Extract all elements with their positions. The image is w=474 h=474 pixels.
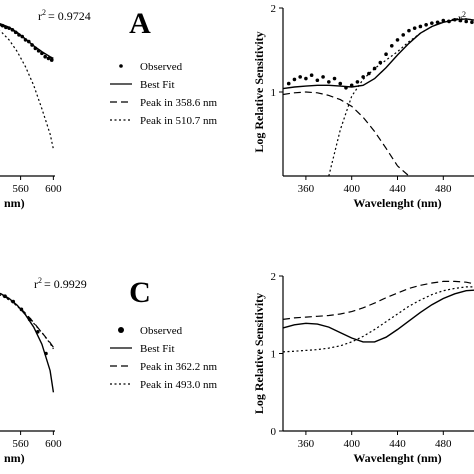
series-line-solid — [282, 18, 474, 90]
y-tick-label: 2 — [271, 3, 277, 15]
series-line-dashed — [282, 280, 474, 320]
x-axis-label: nm) — [4, 196, 25, 210]
x-axis-label: Wavelenght (nm) — [353, 451, 441, 465]
legend-entry: Peak in 493.0 nm — [140, 379, 217, 391]
legend-entry: Peak in 510.7 nm — [140, 115, 217, 127]
data-point — [332, 76, 337, 81]
data-point — [435, 20, 440, 25]
series-line-dashed — [282, 91, 410, 177]
x-tick-label: 480 — [435, 438, 452, 450]
x-tick-label: 480 — [435, 183, 452, 195]
series-line-dotted — [282, 286, 474, 353]
r-squared-symbol: r — [38, 9, 42, 23]
data-point — [430, 21, 434, 25]
data-point — [292, 77, 297, 82]
y-axis-label: Log Relative Sensitivity — [252, 31, 266, 152]
data-point — [304, 76, 308, 81]
series-line-dotted — [328, 18, 474, 177]
data-point — [309, 73, 314, 77]
data-point — [384, 52, 388, 56]
r-squared-annotation: r2 = 0.9724 — [38, 8, 91, 23]
y-tick-label: 1 — [271, 87, 277, 99]
panel-label: C — [129, 276, 151, 309]
legend-marker — [119, 64, 123, 68]
series-line-dashed — [0, 23, 54, 61]
legend-marker — [118, 327, 124, 333]
r-squared-annotation: r2 — [458, 10, 466, 25]
data-point — [395, 38, 400, 42]
r-squared-exponent: 2 — [38, 276, 42, 285]
legend-entry: Best Fit — [140, 79, 175, 91]
series-line-solid — [0, 292, 55, 393]
x-axis-label: Wavelenght (nm) — [353, 196, 441, 210]
data-point — [401, 33, 406, 37]
r-squared-annotation: r2 = 0.9929 — [34, 276, 87, 291]
data-point — [418, 24, 423, 29]
series-line-solid — [282, 289, 474, 343]
x-tick-label: 360 — [298, 438, 315, 450]
y-tick-label: 0 — [271, 426, 277, 438]
y-tick-label: 2 — [271, 271, 277, 283]
data-point — [407, 28, 411, 33]
r-squared-value: = 0.9929 — [44, 277, 87, 291]
x-tick-label: 400 — [343, 183, 360, 195]
data-point — [298, 75, 302, 79]
panel-4: 360400440480520012Wavelenght (nm)Log Rel… — [252, 271, 474, 465]
x-tick-label: 440 — [389, 183, 406, 195]
data-point — [286, 81, 291, 86]
data-point — [470, 20, 474, 25]
panel-2: 36040044048052012Wavelenght (nm)Log Rela… — [252, 3, 474, 210]
x-tick-label: 600 — [45, 438, 62, 450]
data-point — [424, 23, 428, 27]
data-point — [43, 54, 47, 59]
r-squared-symbol: r — [458, 11, 462, 25]
r-squared-exponent: 2 — [42, 8, 46, 17]
x-tick-label: 400 — [343, 438, 360, 450]
data-point — [464, 19, 469, 24]
data-point — [338, 81, 343, 86]
legend-entry: Observed — [140, 61, 183, 73]
legend-entry: Observed — [140, 325, 183, 337]
x-tick-label: 600 — [45, 183, 62, 195]
x-tick-label: 360 — [298, 183, 315, 195]
r-squared-value: = 0.9724 — [48, 9, 91, 23]
x-tick-label: 560 — [12, 438, 29, 450]
series-line-solid — [0, 22, 54, 60]
panel-label: A — [129, 7, 151, 40]
legend-entry: Best Fit — [140, 343, 175, 355]
x-axis-label: nm) — [4, 451, 25, 465]
r-squared-exponent: 2 — [462, 10, 466, 19]
data-point — [389, 44, 394, 48]
data-point — [327, 80, 331, 84]
legend-entry: Peak in 362.2 nm — [140, 361, 217, 373]
data-point — [321, 75, 325, 79]
x-tick-label: 440 — [389, 438, 406, 450]
y-axis-label: Log Relative Sensitivity — [252, 293, 266, 414]
x-tick-label: 560 — [12, 183, 29, 195]
data-point — [355, 80, 360, 84]
series-line-dotted — [0, 30, 54, 150]
data-point — [412, 26, 417, 30]
r-squared-symbol: r — [34, 277, 38, 291]
y-tick-label: 1 — [271, 349, 277, 361]
legend-entry: Peak in 358.6 nm — [140, 97, 217, 109]
data-point — [315, 78, 320, 83]
